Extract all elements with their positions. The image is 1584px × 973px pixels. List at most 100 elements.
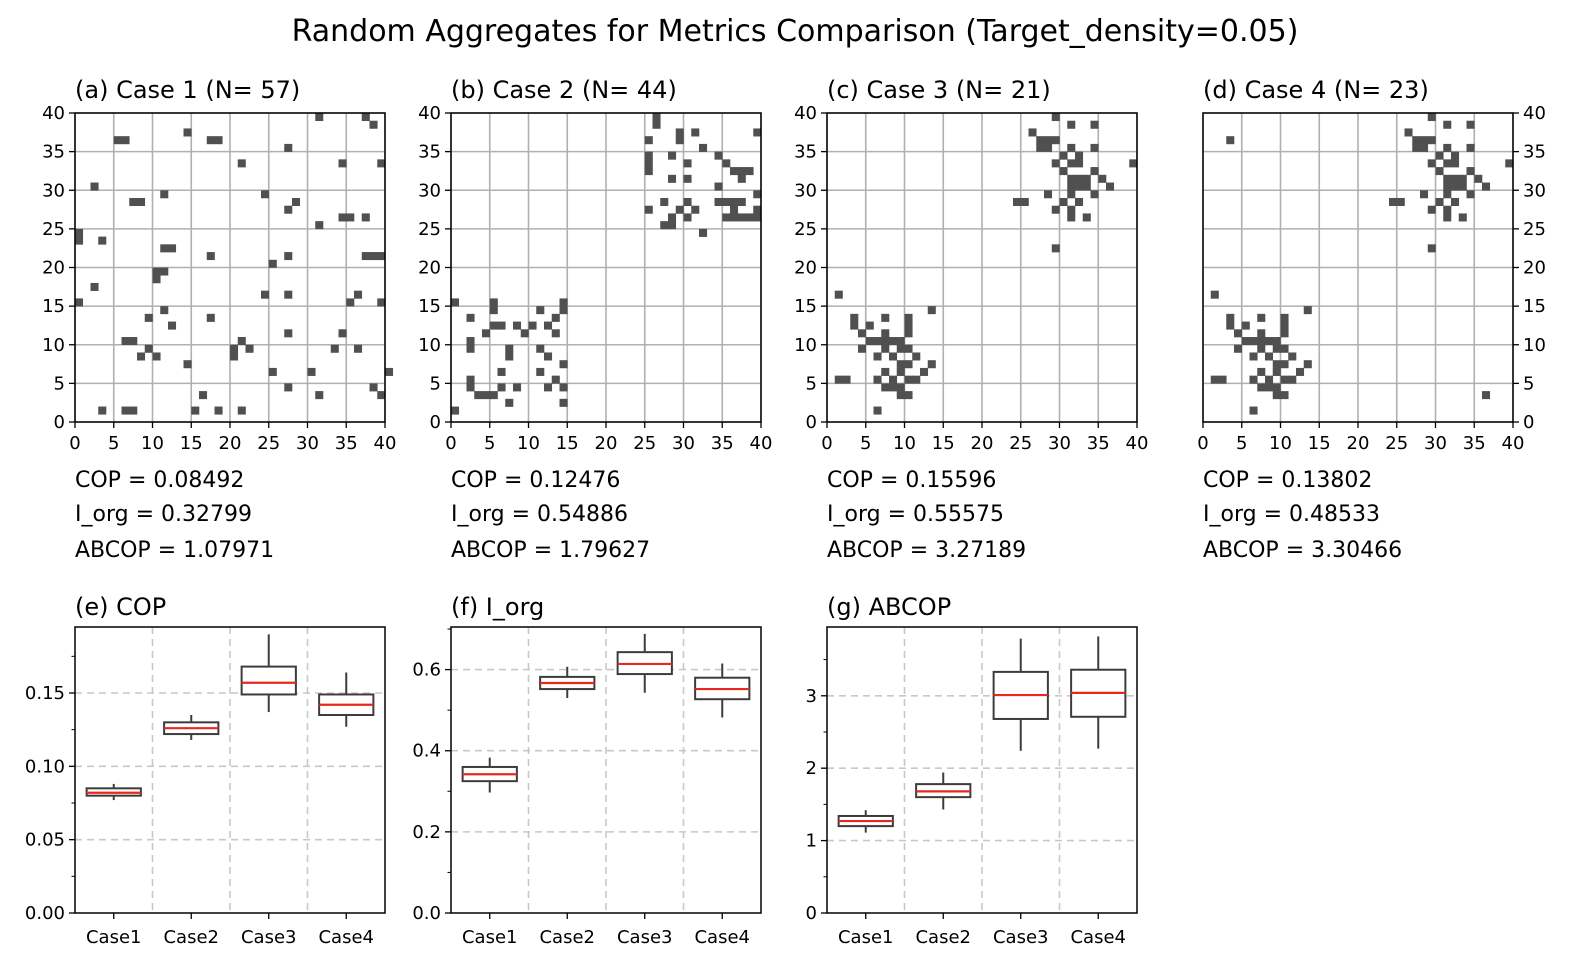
occupied-cell (466, 383, 475, 392)
occupied-cell (315, 221, 324, 230)
occupied-cell (753, 128, 762, 137)
occupied-cell (1067, 120, 1076, 129)
y-tick-label: 30 (1523, 180, 1546, 201)
occupied-cell (377, 298, 386, 307)
metric-value: COP = 0.08492 (75, 468, 244, 493)
panel-title: (d) Case 4 (N= 23) (1203, 76, 1429, 104)
occupied-cell (881, 344, 890, 353)
occupied-cell (489, 298, 498, 307)
occupied-cell (191, 406, 200, 415)
occupied-cell (1427, 244, 1436, 253)
occupied-cell (1280, 360, 1289, 369)
occupied-cell (261, 290, 270, 299)
y-tick-label: 25 (1523, 219, 1546, 240)
occupied-cell (1443, 190, 1452, 199)
occupied-cell (1443, 159, 1452, 168)
occupied-cell (237, 159, 246, 168)
occupied-cell (1234, 344, 1243, 353)
x-tick-label: 5 (860, 433, 871, 454)
x-tick-label: Case4 (318, 927, 374, 948)
occupied-cell (160, 267, 169, 276)
occupied-cell (1280, 391, 1289, 400)
occupied-cell (482, 329, 491, 338)
occupied-cell (369, 252, 378, 261)
x-tick-label: Case4 (1070, 927, 1126, 948)
occupied-cell (354, 290, 363, 299)
occupied-cell (1257, 383, 1266, 392)
occupied-cell (850, 313, 859, 322)
occupied-cell (1257, 367, 1266, 376)
x-tick-label: 20 (595, 433, 618, 454)
occupied-cell (385, 367, 394, 376)
occupied-cell (551, 313, 560, 322)
occupied-cell (904, 391, 913, 400)
occupied-cell (1226, 321, 1235, 330)
y-tick-label: 15 (42, 296, 65, 317)
occupied-cell (354, 344, 363, 353)
occupied-cell (644, 136, 653, 145)
occupied-cell (1226, 313, 1235, 322)
y-tick-label: 0.05 (25, 830, 65, 851)
occupied-cell (683, 159, 692, 168)
occupied-cell (1090, 143, 1099, 152)
occupied-cell (1090, 120, 1099, 129)
occupied-cell (1265, 352, 1274, 361)
occupied-cell (1458, 174, 1467, 183)
y-tick-label: 5 (430, 373, 441, 394)
occupied-cell (1249, 337, 1258, 346)
occupied-cell (1044, 143, 1053, 152)
occupied-cell (1028, 128, 1037, 137)
occupied-cell (1265, 375, 1274, 384)
occupied-cell (369, 383, 378, 392)
occupied-cell (1075, 151, 1084, 160)
occupied-cell (1249, 375, 1258, 384)
occupied-cell (137, 352, 146, 361)
y-tick-label: 5 (1523, 373, 1534, 394)
occupied-cell (237, 337, 246, 346)
x-tick-label: 30 (296, 433, 319, 454)
x-tick-label: 25 (633, 433, 656, 454)
occupied-cell (346, 298, 355, 307)
occupied-cell (644, 205, 653, 214)
metric-value: COP = 0.15596 (827, 468, 996, 493)
occupied-cell (505, 352, 514, 361)
x-tick-label: Case3 (993, 927, 1049, 948)
y-tick-label: 10 (42, 335, 65, 356)
occupied-cell (206, 252, 215, 261)
occupied-cell (1451, 197, 1460, 206)
occupied-cell (1412, 143, 1421, 152)
occupied-cell (896, 360, 905, 369)
box-iqr (240, 665, 297, 696)
occupied-cell (551, 375, 560, 384)
occupied-cell (737, 213, 746, 222)
occupied-cell (1420, 143, 1429, 152)
y-tick-label: 40 (418, 103, 441, 124)
occupied-cell (1249, 406, 1258, 415)
occupied-cell (858, 329, 867, 338)
occupied-cell (513, 321, 522, 330)
occupied-cell (722, 159, 731, 168)
occupied-cell (315, 391, 324, 400)
occupied-cell (730, 197, 739, 206)
occupied-cell (1303, 360, 1312, 369)
occupied-cell (896, 367, 905, 376)
occupied-cell (1420, 190, 1429, 199)
x-tick-label: Case3 (241, 927, 297, 948)
occupied-cell (1272, 360, 1281, 369)
occupied-cell (730, 213, 739, 222)
occupied-cell (199, 391, 208, 400)
occupied-cell (834, 375, 843, 384)
x-tick-label: Case2 (915, 927, 971, 948)
metric-value: I_org = 0.55575 (827, 502, 1004, 527)
y-tick-label: 30 (418, 180, 441, 201)
occupied-cell (1443, 120, 1452, 129)
x-tick-label: 40 (1126, 433, 1149, 454)
x-tick-label: Case4 (694, 927, 750, 948)
occupied-cell (1272, 391, 1281, 400)
occupied-cell (889, 383, 898, 392)
occupied-cell (912, 375, 921, 384)
occupied-cell (377, 159, 386, 168)
x-tick-label: 15 (556, 433, 579, 454)
occupied-cell (865, 321, 874, 330)
metric-value: ABCOP = 1.07971 (75, 538, 274, 563)
